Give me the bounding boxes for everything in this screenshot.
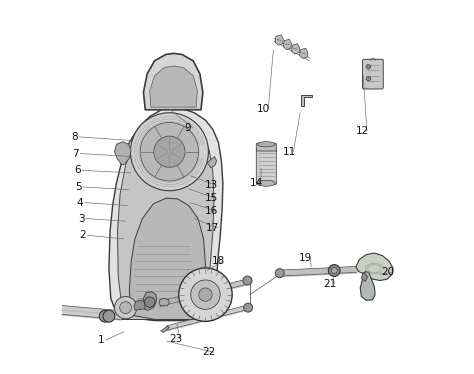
Polygon shape xyxy=(360,272,375,300)
Circle shape xyxy=(244,303,253,312)
Text: 6: 6 xyxy=(74,165,81,175)
Text: 15: 15 xyxy=(204,193,218,203)
Circle shape xyxy=(199,288,212,301)
Text: 13: 13 xyxy=(204,180,218,190)
Polygon shape xyxy=(115,142,131,165)
Text: 12: 12 xyxy=(356,126,369,136)
Text: 3: 3 xyxy=(78,214,84,224)
Text: 1: 1 xyxy=(98,335,105,345)
Text: 17: 17 xyxy=(206,223,219,233)
Polygon shape xyxy=(150,66,197,107)
Polygon shape xyxy=(144,53,203,110)
Circle shape xyxy=(154,136,185,167)
Polygon shape xyxy=(207,157,217,168)
Polygon shape xyxy=(292,44,300,54)
Polygon shape xyxy=(119,306,214,319)
Polygon shape xyxy=(275,35,283,45)
Text: 16: 16 xyxy=(205,206,219,216)
Circle shape xyxy=(191,280,220,309)
Text: 23: 23 xyxy=(169,334,182,344)
Circle shape xyxy=(366,76,371,81)
Polygon shape xyxy=(356,253,393,280)
Circle shape xyxy=(120,302,132,313)
Text: 11: 11 xyxy=(283,147,296,157)
Circle shape xyxy=(115,297,137,319)
Polygon shape xyxy=(109,107,223,321)
Circle shape xyxy=(243,276,252,285)
Text: 9: 9 xyxy=(185,123,191,133)
Text: 21: 21 xyxy=(323,279,337,289)
Polygon shape xyxy=(129,198,207,319)
Text: 2: 2 xyxy=(80,230,86,240)
FancyBboxPatch shape xyxy=(256,149,276,184)
Text: 4: 4 xyxy=(77,197,83,208)
Text: 18: 18 xyxy=(212,256,225,266)
Text: 20: 20 xyxy=(381,267,394,278)
Circle shape xyxy=(130,113,209,191)
Polygon shape xyxy=(118,120,214,318)
Text: 22: 22 xyxy=(202,347,216,357)
Polygon shape xyxy=(300,48,308,59)
Circle shape xyxy=(145,297,155,307)
Circle shape xyxy=(140,123,199,181)
Circle shape xyxy=(366,64,371,69)
FancyBboxPatch shape xyxy=(256,143,276,151)
Circle shape xyxy=(99,310,111,322)
Text: 5: 5 xyxy=(75,182,82,192)
Polygon shape xyxy=(361,272,368,282)
FancyBboxPatch shape xyxy=(363,59,383,89)
Polygon shape xyxy=(134,300,145,310)
Text: 10: 10 xyxy=(257,104,270,114)
Polygon shape xyxy=(161,326,169,332)
Ellipse shape xyxy=(257,142,275,147)
Polygon shape xyxy=(283,39,292,50)
Text: 14: 14 xyxy=(250,178,263,188)
Polygon shape xyxy=(144,292,156,310)
Ellipse shape xyxy=(257,180,275,186)
Circle shape xyxy=(103,310,115,322)
Text: 7: 7 xyxy=(73,148,79,159)
Polygon shape xyxy=(159,298,169,306)
Circle shape xyxy=(179,268,232,321)
Text: 19: 19 xyxy=(299,252,312,263)
Polygon shape xyxy=(301,95,312,106)
Text: 8: 8 xyxy=(71,132,78,142)
Circle shape xyxy=(328,264,340,276)
Circle shape xyxy=(275,269,284,278)
Circle shape xyxy=(331,267,337,273)
